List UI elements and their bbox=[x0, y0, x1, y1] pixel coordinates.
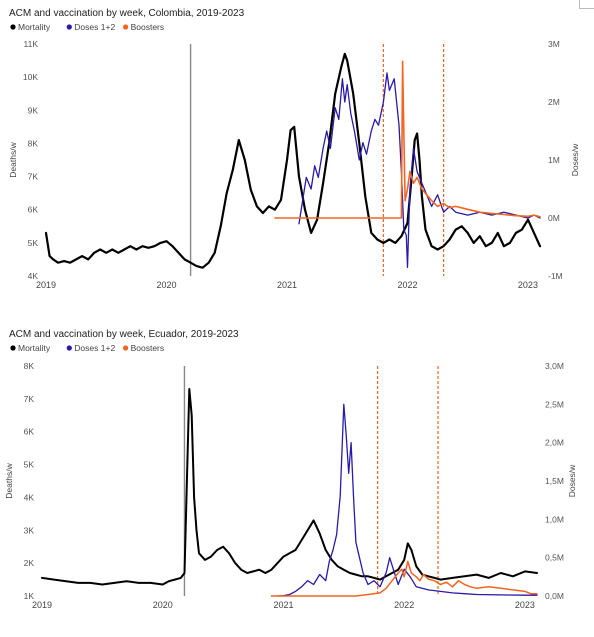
chart2-legend-label-3: Boosters bbox=[131, 343, 165, 353]
chart1-series-doses-1-2-line bbox=[298, 72, 541, 268]
chart2-y2-tick-0,0M: 0,0M bbox=[545, 591, 564, 601]
chart1-legend-marker-1 bbox=[10, 24, 16, 30]
chart1-x-tick-2022: 2022 bbox=[397, 280, 417, 290]
chart1-y2-tick-1M: 1M bbox=[548, 155, 560, 165]
chart2-x-tick-2023: 2023 bbox=[515, 600, 535, 610]
chart2-series-boosters-line bbox=[270, 560, 538, 597]
chart1-y-tick-6K: 6K bbox=[28, 205, 39, 215]
chart1-y2-tick--1M: -1M bbox=[548, 271, 563, 281]
chart2-y-tick-3K: 3K bbox=[24, 525, 35, 535]
chart2-y2-tick-2,0M: 2,0M bbox=[545, 438, 564, 448]
chart2-x-tick-2020: 2020 bbox=[153, 600, 173, 610]
chart2-legend-label-2: Doses 1+2 bbox=[74, 343, 115, 353]
chart2-series-mortality-line bbox=[41, 388, 538, 586]
chart1-y2-tick-0M: 0M bbox=[548, 213, 560, 223]
window-corner-frame bbox=[579, 0, 594, 9]
chart1-legend-label-3: Boosters bbox=[131, 22, 165, 32]
chart1-legend-label-1: Mortality bbox=[18, 22, 51, 32]
chart2-y-tick-2K: 2K bbox=[24, 558, 35, 568]
chart1-y-tick-11K: 11K bbox=[24, 39, 39, 49]
chart1-y2-tick-2M: 2M bbox=[548, 97, 560, 107]
chart2-y-tick-1K: 1K bbox=[24, 591, 35, 601]
chart1-x-tick-2021: 2021 bbox=[277, 280, 297, 290]
chart1-y-axis-title: Deaths/w bbox=[8, 141, 18, 177]
chart1-y-tick-5K: 5K bbox=[28, 238, 39, 248]
chart2-x-tick-2019: 2019 bbox=[32, 600, 52, 610]
chart2-y-tick-6K: 6K bbox=[24, 427, 35, 437]
chart1-y-tick-7K: 7K bbox=[28, 172, 39, 182]
chart1-y-tick-4K: 4K bbox=[28, 271, 39, 281]
chart2-y-axis-title: Deaths/w bbox=[4, 462, 14, 498]
chart1-legend-label-2: Doses 1+2 bbox=[74, 22, 115, 32]
chart2-title: ACM and vaccination by week, Ecuador, 20… bbox=[9, 329, 239, 340]
chart2-legend-marker-2 bbox=[66, 345, 72, 351]
chart2-y2-tick-1,5M: 1,5M bbox=[545, 476, 564, 486]
chart2-x-tick-2022: 2022 bbox=[394, 600, 414, 610]
chart2-y2-tick-2,5M: 2,5M bbox=[545, 399, 564, 409]
chart1-y-tick-10K: 10K bbox=[23, 72, 38, 82]
chart1-legend-marker-2 bbox=[66, 24, 72, 30]
chart1-x-tick-2019: 2019 bbox=[36, 280, 56, 290]
chart2-y-tick-4K: 4K bbox=[24, 492, 35, 502]
chart1-series-mortality-line bbox=[44, 52, 542, 269]
chart2-y-tick-7K: 7K bbox=[24, 394, 35, 404]
chart1-title: ACM and vaccination by week, Colombia, 2… bbox=[9, 8, 245, 19]
chart2-y2-tick-3,0M: 3,0M bbox=[545, 361, 564, 371]
chart2-legend-marker-1 bbox=[10, 345, 16, 351]
chart2-y-tick-8K: 8K bbox=[24, 361, 35, 371]
chart1-y-tick-9K: 9K bbox=[28, 105, 39, 115]
chart2-series-doses-1-2-line bbox=[276, 403, 538, 597]
chart2-y2-tick-1,0M: 1,0M bbox=[545, 514, 564, 524]
chart1-y2-tick-3M: 3M bbox=[548, 39, 560, 49]
chart1-x-tick-2020: 2020 bbox=[156, 280, 176, 290]
chart1-y2-axis-title: Doses/w bbox=[570, 143, 580, 176]
chart1-series-boosters-line bbox=[274, 60, 541, 219]
chart2-y-tick-5K: 5K bbox=[24, 460, 35, 470]
chart2-y2-axis-title: Doses/w bbox=[567, 464, 577, 497]
chart1-legend-marker-3 bbox=[123, 24, 129, 30]
chart2-x-tick-2021: 2021 bbox=[273, 600, 293, 610]
chart1-y-tick-8K: 8K bbox=[28, 138, 39, 148]
chart2-legend-marker-3 bbox=[123, 345, 129, 351]
chart2-legend-label-1: Mortality bbox=[18, 343, 51, 353]
chart1-x-tick-2023: 2023 bbox=[518, 280, 538, 290]
chart2-y2-tick-0,5M: 0,5M bbox=[545, 553, 564, 563]
